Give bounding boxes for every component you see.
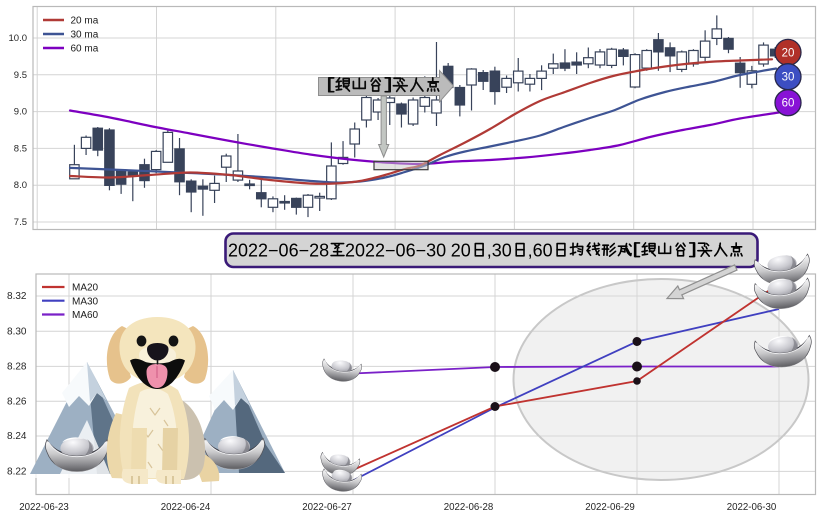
svg-text:60: 60 <box>533 241 553 261</box>
svg-text:MA20: MA20 <box>72 283 99 294</box>
svg-text:2022-06-28: 2022-06-28 <box>444 502 494 513</box>
svg-text:10.0: 10.0 <box>9 33 28 44</box>
svg-text:,: , <box>528 241 533 261</box>
svg-text:8.26: 8.26 <box>7 396 27 407</box>
svg-text:8.28: 8.28 <box>7 362 27 373</box>
svg-text:60 ma: 60 ma <box>71 44 99 55</box>
svg-text:2022−06−28: 2022−06−28 <box>228 241 329 261</box>
svg-text:2022-06-29: 2022-06-29 <box>585 502 635 513</box>
svg-text:,: , <box>487 241 492 261</box>
svg-text:20 ma: 20 ma <box>71 16 99 27</box>
svg-text:2022-06-30: 2022-06-30 <box>727 502 777 513</box>
svg-text:30: 30 <box>782 72 795 84</box>
svg-text:2022−06−30: 2022−06−30 <box>345 241 446 261</box>
svg-text:8.32: 8.32 <box>7 291 27 302</box>
svg-text:8.0: 8.0 <box>14 180 27 191</box>
svg-text:9.5: 9.5 <box>14 70 27 81</box>
svg-text:8.30: 8.30 <box>7 326 27 337</box>
svg-text:2022-06-27: 2022-06-27 <box>302 502 352 513</box>
svg-text:8.5: 8.5 <box>14 143 27 154</box>
svg-text:MA60: MA60 <box>72 310 99 321</box>
svg-text:20: 20 <box>782 47 795 59</box>
svg-text:7.5: 7.5 <box>14 217 27 228</box>
svg-text:60: 60 <box>782 98 795 110</box>
svg-text:30: 30 <box>492 241 512 261</box>
svg-text:20: 20 <box>451 241 471 261</box>
svg-text:8.24: 8.24 <box>7 431 27 442</box>
svg-text:9.0: 9.0 <box>14 107 27 118</box>
svg-text:MA30: MA30 <box>72 296 99 307</box>
svg-text:8.22: 8.22 <box>7 467 27 478</box>
svg-text:2022-06-24: 2022-06-24 <box>161 502 211 513</box>
svg-text:2022-06-23: 2022-06-23 <box>19 502 69 513</box>
svg-text:30 ma: 30 ma <box>71 30 99 41</box>
